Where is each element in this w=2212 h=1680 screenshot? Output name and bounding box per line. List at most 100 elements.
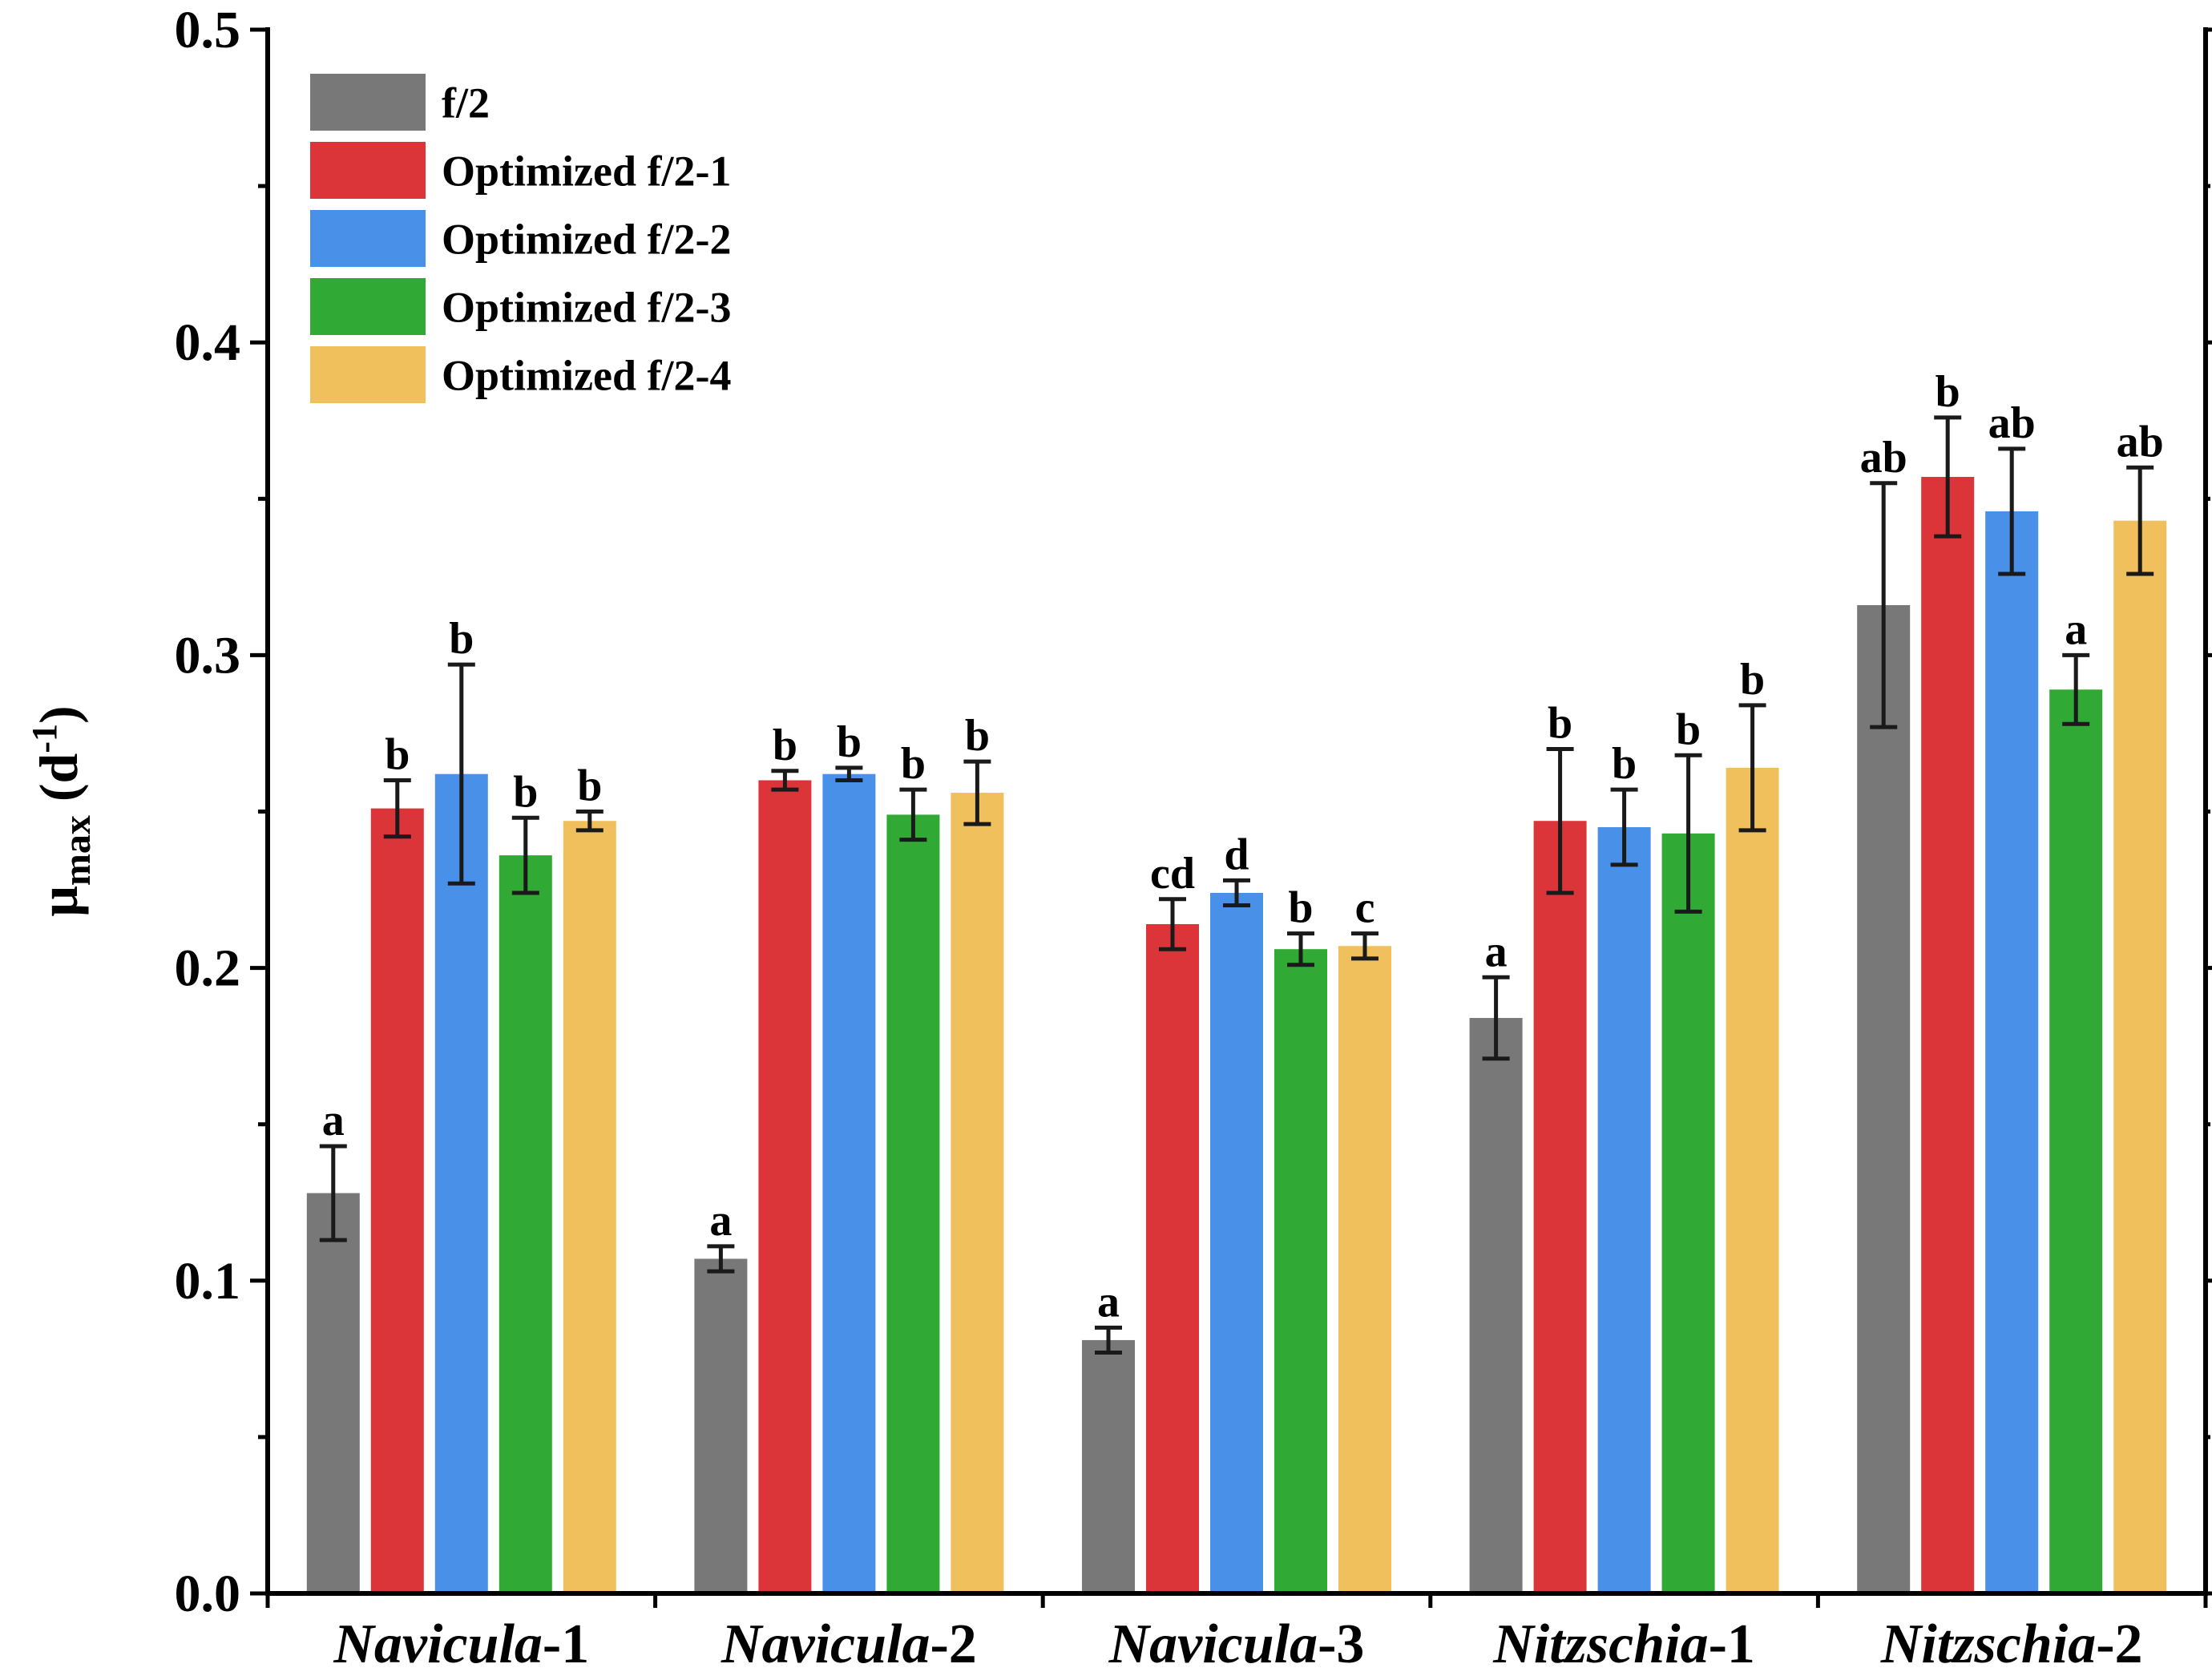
error-bar <box>511 815 539 895</box>
x-category-label: Navicula-2 <box>721 1613 977 1675</box>
error-bar <box>707 1244 735 1274</box>
bar-2-4 <box>886 814 940 1593</box>
error-bar <box>1610 787 1638 867</box>
bar-1-3 <box>434 773 488 1593</box>
error-bar <box>771 769 799 792</box>
significance-label: b <box>577 761 602 811</box>
x-ticks <box>265 1593 2208 1608</box>
error-bar <box>1482 975 1510 1061</box>
significance-label: b <box>773 721 797 770</box>
legend-swatch <box>310 346 426 403</box>
category-italic-part: Navicula <box>1108 1613 1318 1675</box>
y-tick-label: 0.0 <box>175 1565 241 1623</box>
legend-label: Optimized f/2-2 <box>442 216 731 264</box>
bar-4-1 <box>1469 1018 1523 1593</box>
y-tick-label: 0.5 <box>175 1 241 59</box>
y-tick-label: 0.2 <box>175 939 241 998</box>
significance-label: b <box>1676 705 1701 754</box>
significance-label: b <box>449 614 474 664</box>
bar-2-2 <box>758 780 812 1593</box>
legend-swatch <box>310 210 426 267</box>
ylabel-unit-close: ) <box>28 705 89 724</box>
error-bar <box>899 787 927 842</box>
significance-label: d <box>1224 830 1249 879</box>
category-italic-part: Navicula <box>333 1613 543 1675</box>
bar-1-4 <box>499 855 552 1593</box>
significance-label: cd <box>1150 849 1195 899</box>
significance-label: a <box>1485 927 1508 976</box>
y-tick-label: 0.1 <box>175 1252 241 1310</box>
error-bar <box>1159 897 1186 951</box>
error-bar <box>575 810 603 833</box>
significance-label: ab <box>1988 398 2036 448</box>
error-bar <box>1546 746 1574 895</box>
legend-swatch <box>310 278 426 335</box>
bar-3-5 <box>1338 946 1391 1593</box>
error-bar <box>1351 931 1378 961</box>
error-bar <box>1934 415 1962 539</box>
significance-label: ab <box>2117 417 2164 466</box>
bar-4-3 <box>1597 827 1651 1593</box>
category-italic-part: Nitzschia <box>1492 1613 1708 1675</box>
bar-5-5 <box>2113 520 2167 1593</box>
error-bar <box>1674 753 1702 914</box>
error-bar <box>2062 652 2090 726</box>
bar-2-3 <box>822 773 876 1593</box>
significance-label: ab <box>1860 433 1907 483</box>
category-italic-part: Navicula <box>721 1613 930 1675</box>
bar-1-1 <box>306 1193 360 1593</box>
bar-5-4 <box>2049 689 2103 1593</box>
legend-label: Optimized f/2-3 <box>442 284 731 332</box>
y-ticks <box>250 27 2212 1596</box>
legend: f/2 Optimized f/2-1 Optimized f/2-2 Optimiz… <box>310 74 731 403</box>
y-axis-title-text: μmax (d-1) <box>25 705 99 916</box>
y-tick-label: 0.4 <box>175 313 241 372</box>
error-bar <box>2126 465 2154 576</box>
legend-label: Optimized f/2-1 <box>442 147 731 196</box>
error-bar <box>1095 1325 1122 1355</box>
error-bar <box>1870 481 1898 729</box>
x-category-label: Nitzschia-2 <box>1880 1613 2143 1675</box>
ylabel-symbol: μ <box>28 886 89 917</box>
bar-4-4 <box>1661 833 1715 1593</box>
significance-label: b <box>1548 698 1572 748</box>
significance-label: b <box>1612 739 1637 789</box>
bar-3-3 <box>1210 892 1263 1593</box>
legend-label: Optimized f/2-4 <box>442 352 731 400</box>
bar-3-1 <box>1082 1339 1135 1593</box>
category-suffix-part: -2 <box>2096 1613 2142 1675</box>
ylabel-unit: (d <box>28 753 89 815</box>
y-tick-label: 0.3 <box>175 626 241 685</box>
bar-2-5 <box>951 793 1004 1593</box>
category-suffix-part: -3 <box>1318 1613 1364 1675</box>
category-suffix-part: -1 <box>1709 1613 1755 1675</box>
error-bar <box>447 662 475 886</box>
significance-label: b <box>965 711 990 761</box>
error-bar <box>963 759 991 826</box>
significance-label: a <box>709 1196 732 1246</box>
significance-label: b <box>837 717 862 767</box>
legend-swatch <box>310 74 426 131</box>
y-axis-title: μmax (d-1) <box>25 705 99 916</box>
legend-label: f/2 <box>442 79 490 127</box>
significance-label: c <box>1355 883 1375 933</box>
significance-label: b <box>1740 655 1765 705</box>
error-bar <box>1223 878 1250 908</box>
x-category-label: Nitzschia-1 <box>1492 1613 1755 1675</box>
significance-label: b <box>1288 883 1313 933</box>
bar-3-2 <box>1146 923 1199 1593</box>
bar-3-4 <box>1274 949 1327 1593</box>
bar-2-1 <box>694 1258 748 1593</box>
y-axis-label: μmax (d-1) <box>25 705 99 916</box>
significance-label: a <box>322 1096 345 1145</box>
bar-5-2 <box>1921 476 1975 1593</box>
ylabel-subscript: max <box>56 815 99 886</box>
significance-label: a <box>1097 1277 1120 1327</box>
error-bar <box>319 1144 347 1242</box>
significance-label: a <box>2065 604 2087 654</box>
bar-4-2 <box>1533 821 1587 1593</box>
significance-label: b <box>513 767 538 817</box>
bar-1-5 <box>563 821 616 1593</box>
